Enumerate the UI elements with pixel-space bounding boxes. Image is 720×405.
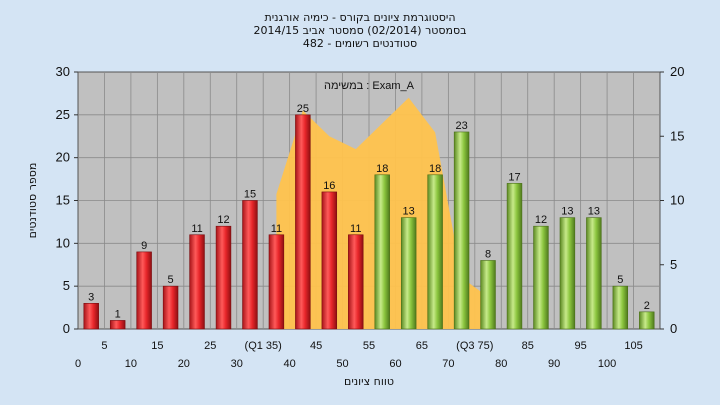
histogram-bar [480,260,496,330]
histogram-bar [348,234,364,330]
x-axis-tick-label: 5 [101,340,107,352]
chart-annotation: במשימה : Exam_A [324,80,415,92]
histogram-bar [189,234,205,330]
bar-value-label: 15 [244,189,256,201]
bar-value-label: 11 [271,223,282,235]
bar-value-label: 25 [297,103,309,115]
x-axis-tick-label: 85 [522,340,534,352]
bar-value-label: 5 [168,274,174,286]
histogram-bar [427,174,443,330]
histogram-bar [559,217,576,330]
x-axis-tick-label: 50 [336,358,348,370]
histogram-bar [295,114,311,330]
histogram-bar [242,200,258,330]
x-axis-tick-label: 55 [363,340,375,352]
histogram-bar [639,311,655,330]
bar-value-label: 18 [376,163,388,175]
histogram-bar [268,234,285,330]
y-axis-tick-label: 15 [56,193,70,208]
y2-axis-tick-label: 5 [670,257,677,272]
histogram-bar [136,251,152,330]
bar-value-label: 18 [429,163,441,175]
y2-axis-tick-label: 20 [670,64,684,79]
x-axis-tick-label: 20 [178,358,190,370]
x-axis-tick-label: (Q1 35) [245,340,282,352]
bar-value-label: 13 [561,206,573,218]
chart-title-line-2: בסמסטר (02/2014) סמסטר אביב 2014/15 [253,24,467,37]
y-axis-tick-label: 5 [63,278,70,293]
bar-value-label: 23 [455,120,467,132]
histogram-bar [321,191,338,330]
histogram-bar [162,285,179,330]
x-axis-tick-label: (Q3 75) [456,340,493,352]
y-axis-tick-label: 10 [56,235,70,250]
x-axis-tick-label: 10 [125,358,137,370]
histogram-bar [215,225,232,330]
y-axis-tick-label: 0 [63,321,70,336]
histogram-bar [612,285,629,330]
histogram-bar [374,174,390,330]
x-axis-tick-label: 25 [204,340,216,352]
bar-value-label: 9 [141,240,147,252]
bar-value-label: 8 [485,248,491,260]
x-axis-tick-label: 60 [389,358,401,370]
histogram-bar [506,183,523,330]
bar-value-label: 1 [115,308,121,320]
y2-axis-tick-label: 0 [670,321,677,336]
x-axis-tick-label: 90 [548,358,560,370]
x-axis-tick-label: 45 [310,340,322,352]
bar-value-label: 11 [350,223,361,235]
x-axis-tick-label: 40 [284,358,296,370]
histogram-bar [109,320,126,330]
x-axis-tick-label: 70 [442,358,454,370]
histogram-bar [453,131,470,330]
histogram-bar [83,302,99,330]
bar-value-label: 16 [323,180,335,192]
bar-value-label: 12 [217,214,229,226]
histogram-bar [400,217,417,330]
x-axis-tick-label: 100 [598,358,616,370]
bar-value-label: 3 [88,291,94,303]
bar-value-label: 2 [644,300,650,312]
x-axis-tick-label: 80 [495,358,507,370]
bar-value-label: 13 [588,206,600,218]
y2-axis-tick-label: 15 [670,128,684,143]
bar-value-label: 12 [535,214,547,226]
x-axis-tick-label: 0 [75,358,81,370]
x-axis-title: טווח ציונים [344,375,394,388]
x-axis-tick-label: 65 [416,340,428,352]
bar-value-label: 5 [617,274,623,286]
y-axis-tick-label: 30 [56,64,70,79]
y2-axis-tick-label: 10 [670,193,684,208]
histogram-bar [533,225,549,330]
y-axis-title: מספר סטודנטים [26,163,39,239]
histogram-bar [586,217,602,330]
y-axis-tick-label: 20 [56,150,70,165]
x-axis-tick-label: 95 [575,340,587,352]
bar-value-label: 17 [508,171,520,183]
x-axis-tick-label: 30 [231,358,243,370]
chart-title-line-3: סטודנטים רשומים - 482 [302,37,418,50]
chart-title-line-1: היסטוגרמת ציונים בקורס - כימיה אורגנית [264,11,456,24]
bar-value-label: 13 [403,206,415,218]
x-axis-tick-label: 105 [624,340,642,352]
bar-value-label: 11 [191,223,202,235]
y-axis-tick-label: 25 [56,107,70,122]
x-axis-tick-label: 15 [151,340,163,352]
